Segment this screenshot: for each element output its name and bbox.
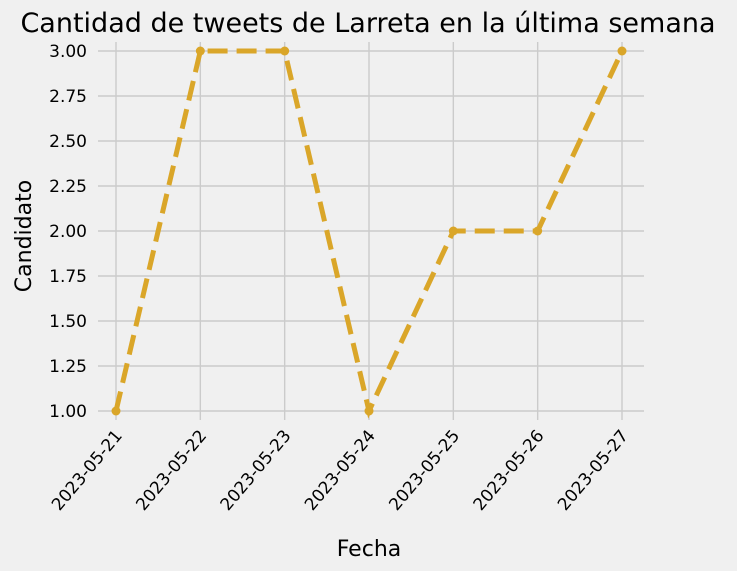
y-tick-label: 2.00 — [49, 222, 87, 242]
x-tick-label: 2023-05-25 — [385, 426, 464, 515]
data-point — [448, 226, 458, 236]
y-tick-label: 1.75 — [49, 267, 87, 287]
data-point — [111, 406, 121, 416]
data-point — [364, 406, 374, 416]
series-layer — [111, 46, 627, 419]
y-tick-label: 1.25 — [49, 357, 87, 377]
x-tick-label: 2023-05-23 — [217, 426, 296, 515]
x-tick-label: 2023-05-26 — [470, 426, 549, 515]
y-axis-label: Candidato — [12, 180, 37, 292]
data-point — [533, 226, 543, 236]
data-point — [617, 46, 627, 56]
y-tick-label: 3.00 — [49, 42, 87, 62]
tick-labels: 1.00 1.25 1.50 1.75 2.00 2.25 2.50 2.75 3.00 2023… — [48, 42, 633, 515]
grid — [98, 42, 644, 420]
data-point — [280, 46, 290, 56]
x-tick-label: 2023-05-27 — [554, 426, 633, 515]
x-axis-label: Fecha — [337, 537, 402, 562]
y-tick-label: 1.00 — [49, 402, 87, 422]
chart-title: Cantidad de tweets de Larreta en la últi… — [20, 8, 715, 39]
y-tick-label: 1.50 — [49, 312, 87, 332]
y-tick-label: 2.25 — [49, 177, 87, 197]
y-tick-label: 2.75 — [49, 87, 87, 107]
y-tick-label: 2.50 — [49, 132, 87, 152]
x-tick-label: 2023-05-22 — [132, 426, 211, 515]
x-tick-label: 2023-05-24 — [301, 426, 380, 515]
data-point — [195, 46, 205, 56]
x-tick-label: 2023-05-21 — [48, 426, 127, 515]
